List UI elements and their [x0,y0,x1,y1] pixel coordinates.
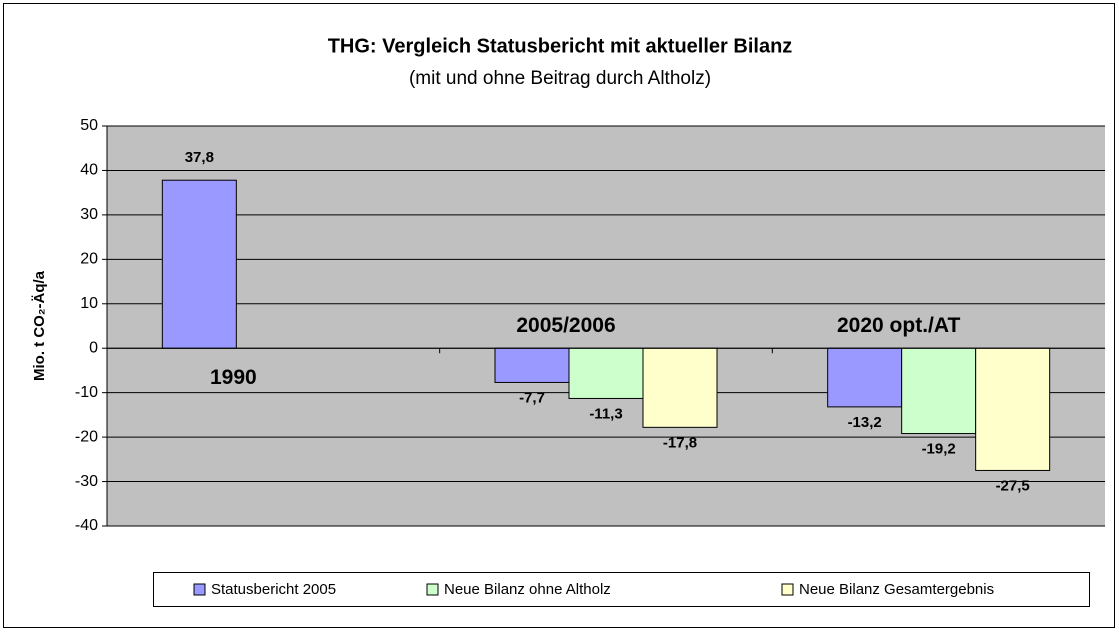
bar [568,347,644,399]
plot-area [107,126,1105,526]
legend-box [153,572,1090,607]
bar [494,347,570,383]
x-tick-label: 2005/2006 [516,314,615,337]
y-tick-label: 20 [80,251,98,268]
bar [975,347,1051,471]
value-label: -19,2 [922,441,956,458]
y-tick-label: -30 [75,473,98,490]
legend-label: Statusbericht 2005 [211,581,336,598]
y-axis-label: Mio. t CO₂-Äq/a [31,270,48,381]
value-label: -7,7 [519,389,545,406]
y-tick-label: -10 [75,384,98,401]
legend-swatch [781,583,794,596]
x-tick-label: 2020 opt./AT [837,314,960,337]
chart-subtitle: (mit und ohne Beitrag durch Altholz) [409,68,711,89]
bar [827,347,903,408]
y-tick-label: -20 [75,428,98,445]
y-tick-label: 10 [80,295,98,312]
value-label: -11,3 [589,405,622,422]
y-tick-label: 30 [80,206,98,223]
value-label: -27,5 [996,477,1030,494]
value-label: -17,8 [663,434,697,451]
legend-label: Neue Bilanz Gesamtergebnis [799,581,994,598]
value-label: 37,8 [185,149,214,166]
y-tick-label: 0 [89,339,98,356]
bar [901,347,977,435]
bar [161,179,237,349]
y-tick-label: -40 [75,517,98,534]
value-label: -13,2 [848,414,882,431]
legend-swatch [193,583,206,596]
y-tick-label: 40 [80,162,98,179]
y-tick-label: 50 [80,117,98,134]
chart-title: THG: Vergleich Statusbericht mit aktuell… [328,35,793,57]
x-tick-label: 1990 [210,366,257,389]
legend-swatch [426,583,439,596]
bar [642,347,718,428]
legend-label: Neue Bilanz ohne Altholz [444,581,611,598]
